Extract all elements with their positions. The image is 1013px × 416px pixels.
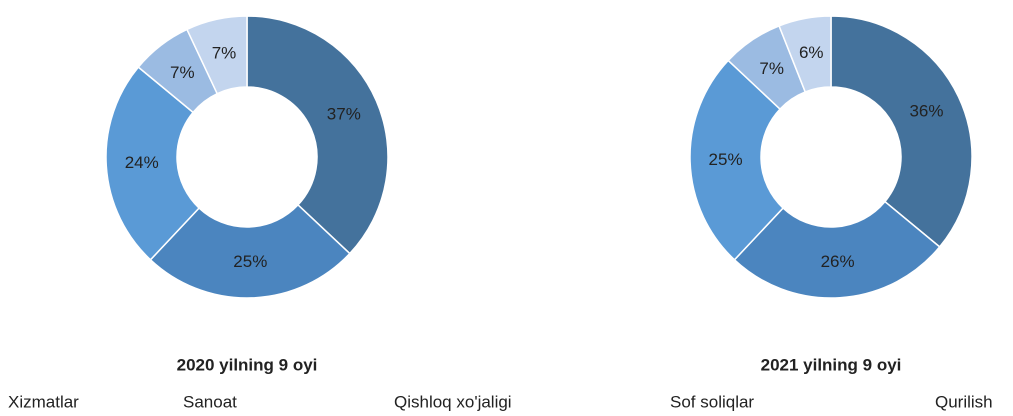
donut-slice — [149, 203, 351, 299]
donut-slice — [185, 15, 248, 95]
legend-label: Qishloq xo'jaligi — [394, 392, 512, 411]
chart-title: 2020 yilning 9 oyi — [177, 355, 318, 374]
data-label: 25% — [709, 150, 743, 169]
data-label: 36% — [909, 102, 943, 121]
data-label: 24% — [125, 153, 159, 172]
data-label: 25% — [233, 252, 267, 271]
data-label: 37% — [327, 105, 361, 124]
donut-slice — [733, 200, 941, 299]
donut-slice — [778, 15, 832, 93]
legend-label: Xizmatlar — [8, 392, 79, 411]
data-label: 6% — [799, 43, 824, 62]
data-label: 7% — [170, 63, 195, 82]
legend-label: Sof soliqlar — [670, 392, 754, 411]
legend-label: Sanoat — [183, 392, 237, 411]
data-label: 26% — [821, 252, 855, 271]
donut-slice — [246, 15, 389, 255]
donut-slice — [830, 15, 973, 248]
donut-slice — [105, 66, 201, 261]
legend-label: Qurilish — [935, 392, 993, 411]
data-label: 7% — [759, 59, 784, 78]
data-label: 7% — [212, 44, 237, 63]
donut-slice — [689, 59, 785, 261]
chart-title: 2021 yilning 9 oyi — [761, 355, 902, 374]
